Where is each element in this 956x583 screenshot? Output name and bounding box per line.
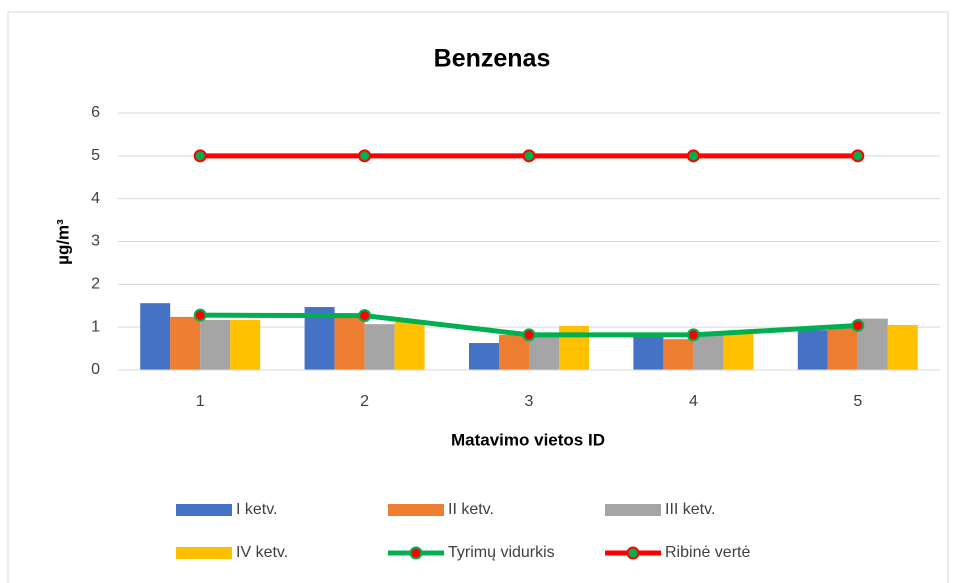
y-axis-title: µg/m³: [53, 219, 72, 265]
legend-label: III ketv.: [665, 501, 715, 518]
bar: [140, 303, 171, 370]
legend-swatch-marker: [626, 546, 640, 560]
y-tick-label: 2: [91, 276, 100, 293]
legend-label: IV ketv.: [236, 544, 288, 561]
legend-label: II ketv.: [448, 501, 494, 518]
bar: [334, 316, 365, 370]
bar: [469, 343, 499, 370]
line-marker: [193, 149, 207, 163]
bar: [693, 334, 724, 370]
line-marker: [851, 318, 865, 332]
y-tick-label: 1: [91, 318, 100, 335]
legend-label: Tyrimų vidurkis: [448, 544, 555, 561]
legend-swatch: [605, 504, 661, 516]
bar: [723, 332, 754, 370]
bar: [200, 319, 231, 370]
x-tick-label: 5: [853, 393, 862, 410]
chart-frame: [7, 11, 949, 583]
bar: [394, 322, 425, 370]
x-tick-label: 3: [525, 393, 534, 410]
y-tick-label: 3: [91, 233, 100, 250]
bar: [827, 327, 858, 370]
legend-swatch: [176, 504, 232, 516]
bar: [529, 334, 559, 370]
line-marker: [686, 149, 700, 163]
chart-title: Benzenas: [434, 45, 551, 73]
line-marker: [358, 309, 372, 323]
line-marker: [686, 328, 700, 342]
bar: [170, 316, 201, 370]
line-marker: [193, 308, 207, 322]
legend-swatch: [176, 547, 232, 559]
y-tick-label: 4: [91, 190, 100, 207]
bar: [887, 325, 918, 370]
x-tick-label: 4: [689, 393, 698, 410]
legend-swatch: [388, 504, 444, 516]
x-tick-label: 1: [196, 393, 205, 410]
x-axis-title: Matavimo vietos ID: [451, 430, 605, 449]
x-tick-label: 2: [360, 393, 369, 410]
y-tick-label: 6: [91, 104, 100, 121]
bar: [633, 333, 664, 370]
y-tick-label: 5: [91, 147, 100, 164]
line-marker: [522, 149, 536, 163]
line-marker: [358, 149, 372, 163]
bar: [663, 339, 694, 370]
legend-label: Ribinė vertė: [665, 544, 750, 561]
bar: [230, 319, 261, 370]
y-tick-label: 0: [91, 361, 100, 378]
bar: [364, 324, 395, 370]
legend-label: I ketv.: [236, 501, 278, 518]
legend-swatch-marker: [409, 546, 423, 560]
line-marker: [522, 328, 536, 342]
bar: [797, 330, 828, 370]
bar: [499, 334, 529, 370]
line-marker: [851, 149, 865, 163]
